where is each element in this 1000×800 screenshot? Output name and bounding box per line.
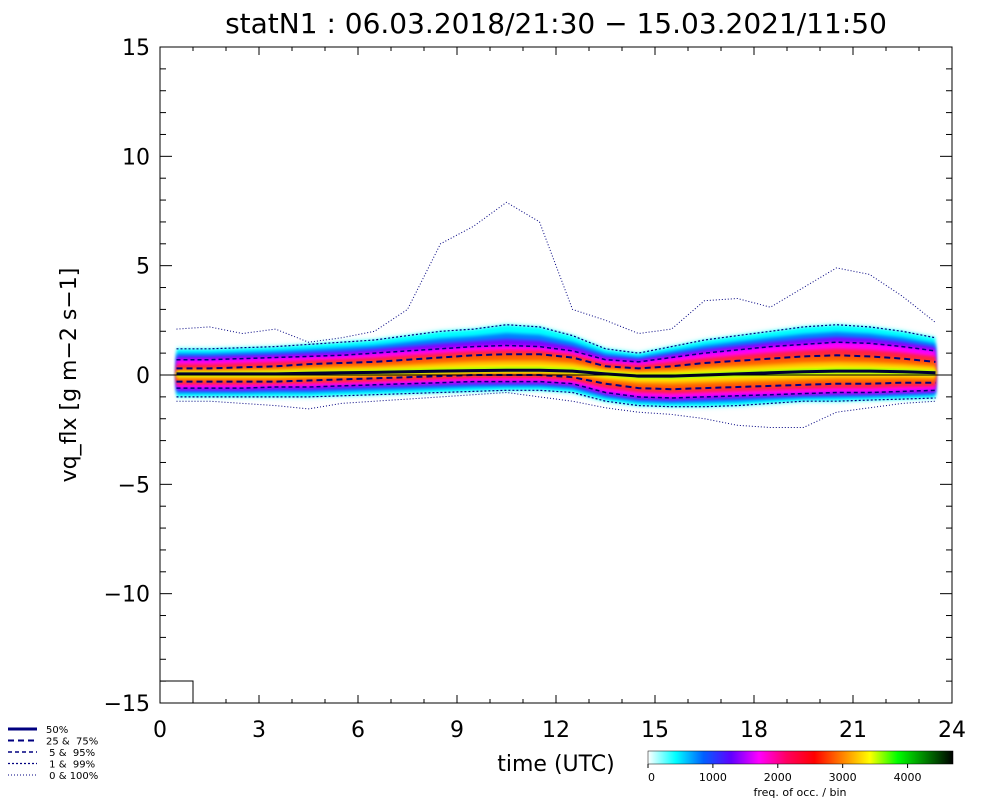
x-tick-label: 0 xyxy=(153,718,167,743)
y-tick-label: 5 xyxy=(136,255,150,280)
series-line-8 xyxy=(176,391,936,428)
legend-label: 1 & 99% xyxy=(46,760,95,771)
colorbar-tick-label: 4000 xyxy=(894,771,922,784)
x-tick-label: 6 xyxy=(351,718,365,743)
legend-label: 25 & 75% xyxy=(46,737,98,748)
x-tick-label: 18 xyxy=(740,718,768,743)
chart-title: statN1 : 06.03.2018/21:30 − 15.03.2021/1… xyxy=(225,7,887,40)
series-line-3 xyxy=(176,341,936,363)
legend-label: 0 & 100% xyxy=(46,771,98,782)
percentile-lines xyxy=(176,201,936,428)
series-line-7 xyxy=(176,201,936,343)
colorbar-tick-label: 2000 xyxy=(764,771,792,784)
bin-size-box xyxy=(159,680,194,704)
colorbar-tick-label: 0 xyxy=(648,771,655,784)
legend-label: 50% xyxy=(46,725,68,736)
x-tick-label: 24 xyxy=(938,718,966,743)
x-axis-label: time (UTC) xyxy=(497,752,614,777)
series-line-2 xyxy=(176,374,936,391)
x-tick-label: 3 xyxy=(252,718,266,743)
colorbar-tick-label: 3000 xyxy=(829,771,857,784)
y-tick-label: −5 xyxy=(118,473,150,498)
y-tick-label: 10 xyxy=(122,145,150,170)
colorbar-label: freq. of occ. / bin xyxy=(753,786,846,799)
y-tick-label: 15 xyxy=(122,36,150,61)
colorbar-tick-label: 1000 xyxy=(699,771,727,784)
y-axis-label: vq_flx [g m−2 s−1] xyxy=(57,268,82,483)
legend-label: 5 & 95% xyxy=(46,748,95,759)
series-line-1 xyxy=(176,353,936,370)
heat-band-7 xyxy=(176,360,936,384)
series-line-0 xyxy=(176,368,936,378)
y-tick-label: 0 xyxy=(136,364,150,389)
series-line-5 xyxy=(176,324,936,354)
y-tick-label: −10 xyxy=(104,583,150,608)
axis-ticks: 0 3 6 9 12 15 18 21 24 15 10 5 0 −5 −10 −15 xyxy=(104,36,966,743)
x-tick-label: 21 xyxy=(839,718,867,743)
legend: 50%25 & 75% 5 & 95% 1 & 99% 0 & 100% xyxy=(8,725,98,782)
y-tick-label: −15 xyxy=(104,692,150,717)
series-line-4 xyxy=(176,380,936,399)
heat-band-8 xyxy=(176,365,936,380)
x-tick-label: 9 xyxy=(450,718,464,743)
x-tick-label: 15 xyxy=(641,718,669,743)
colorbar: freq. of occ. / bin 0 1000 2000 3000 4000 xyxy=(647,750,954,799)
x-tick-label: 12 xyxy=(542,718,570,743)
colorbar-scale xyxy=(647,750,954,765)
